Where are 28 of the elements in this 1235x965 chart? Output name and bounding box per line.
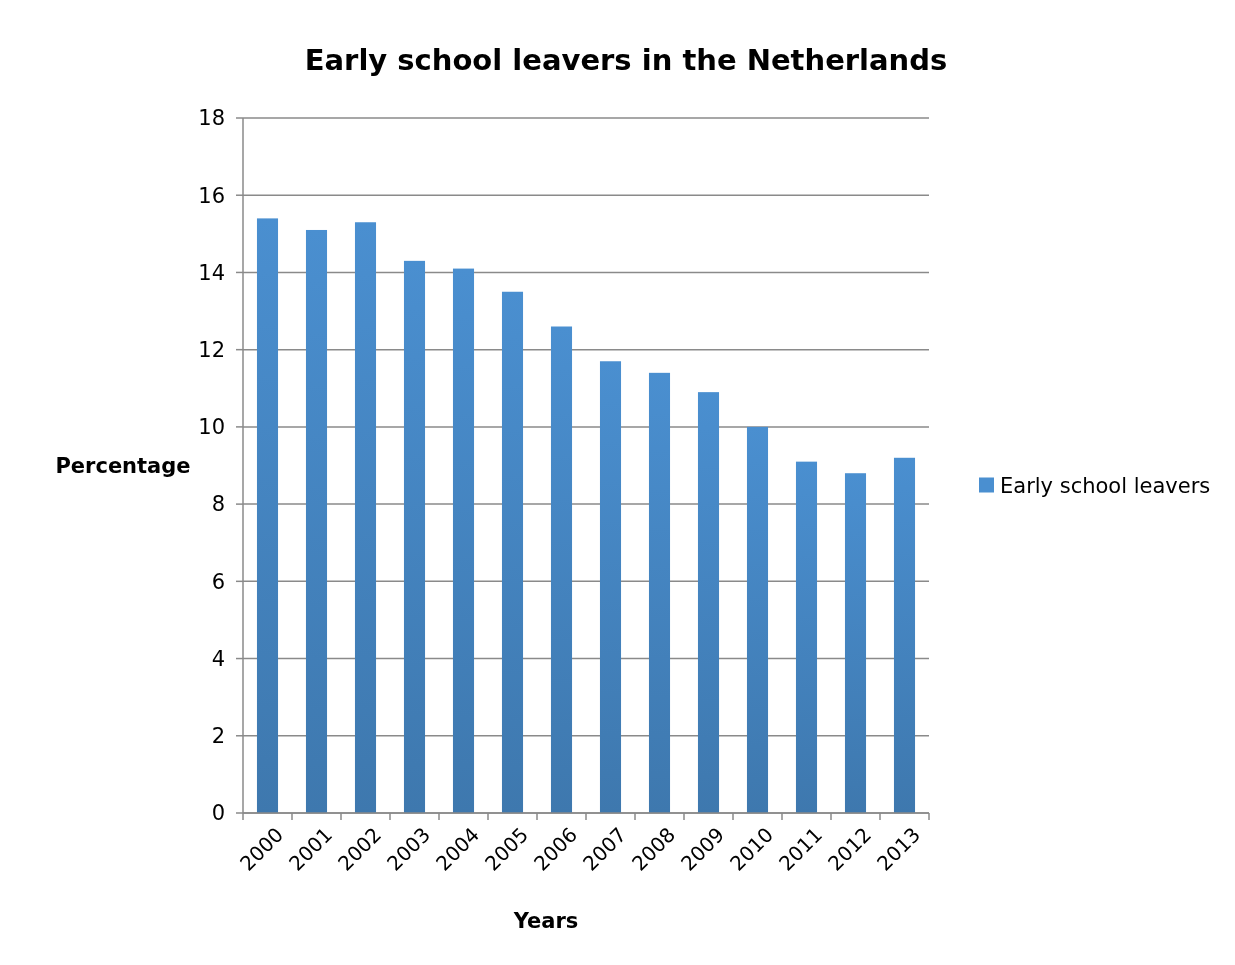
y-tick-label: 18 xyxy=(198,106,225,131)
chart-title: Early school leavers in the Netherlands xyxy=(304,43,948,77)
bar xyxy=(501,291,524,813)
bar xyxy=(305,229,328,813)
x-axis-title: Years xyxy=(512,909,579,933)
y-tick-label: 6 xyxy=(211,569,225,594)
y-tick-label: 14 xyxy=(198,260,225,285)
bar xyxy=(844,473,867,813)
bar xyxy=(795,461,818,813)
bar xyxy=(893,457,916,813)
bar xyxy=(354,222,377,813)
y-tick-label: 0 xyxy=(211,801,225,826)
legend-label: Early school leavers xyxy=(1000,473,1211,498)
bar xyxy=(550,326,573,813)
bar xyxy=(697,392,720,813)
bar xyxy=(599,361,622,813)
bar xyxy=(403,260,426,813)
bar xyxy=(452,268,475,813)
y-axis-title: Percentage xyxy=(55,453,191,478)
y-tick-label: 10 xyxy=(198,415,225,440)
y-tick-label: 8 xyxy=(211,492,225,517)
y-tick-label: 4 xyxy=(211,646,225,671)
bar xyxy=(648,372,671,813)
bar xyxy=(746,426,769,813)
y-tick-label: 2 xyxy=(211,724,225,749)
y-tick-label: 12 xyxy=(198,338,225,363)
y-tick-label: 16 xyxy=(198,183,225,208)
bar xyxy=(256,218,279,813)
